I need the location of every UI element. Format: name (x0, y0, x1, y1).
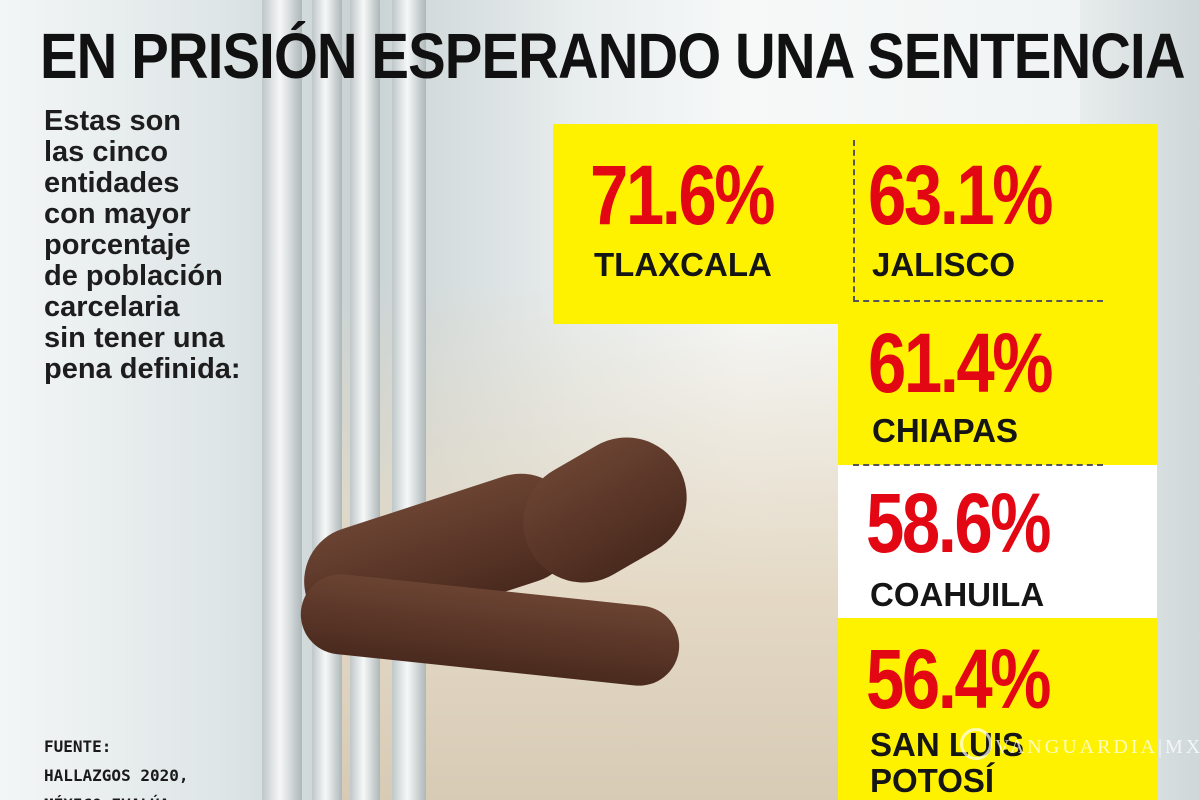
stat-label-chiapas: CHIAPAS (872, 412, 1019, 449)
divider (853, 140, 855, 302)
watermark-logo-icon (960, 728, 992, 760)
page-title: EN PRISIÓN ESPERANDO UNA SENTENCIA (40, 20, 1185, 92)
divider (853, 464, 1103, 466)
cell-bar (350, 0, 380, 800)
intro-line: entidades (44, 167, 180, 199)
stats-panel-top (553, 124, 1157, 324)
stat-label-tlaxcala: TLAXCALA (594, 246, 772, 283)
stat-label-jalisco: JALISCO (872, 246, 1016, 283)
stats-panel-slp (838, 618, 1157, 800)
intro-line: las cinco (44, 136, 169, 168)
source-line: HALLAZGOS 2020, (44, 766, 189, 785)
cell-bar (392, 0, 426, 800)
intro-text: Estas son las cinco entidades con mayor … (44, 106, 274, 385)
watermark: VANGUARDIA|MX (995, 736, 1200, 758)
stat-value-slp: 56.4% (866, 632, 1051, 726)
stat-value-chiapas: 61.4% (868, 316, 1053, 410)
stat-value-coahuila: 58.6% (866, 476, 1051, 570)
stat-value-jalisco: 63.1% (868, 148, 1053, 242)
source-line: FUENTE: (44, 737, 112, 756)
stat-value-tlaxcala: 71.6% (590, 148, 775, 242)
cell-bar (312, 0, 342, 800)
intro-line: de población (44, 260, 223, 292)
intro-line: pena definida: (44, 353, 241, 385)
source-note: FUENTE: HALLAZGOS 2020, MÉXICO EVALÚA (44, 732, 189, 800)
intro-line: porcentaje (44, 229, 191, 261)
stats-panel-coahuila (838, 465, 1157, 618)
stat-label-slp: SAN LUIS (870, 726, 1025, 763)
intro-line: sin tener una (44, 322, 225, 354)
cell-bar (262, 0, 302, 800)
intro-line: carcelaria (44, 291, 180, 323)
stats-panel-chiapas (838, 300, 1157, 465)
intro-line: con mayor (44, 198, 191, 230)
stat-label-coahuila: COAHUILA (870, 576, 1045, 613)
divider (853, 300, 1103, 302)
intro-line: Estas son (44, 105, 181, 137)
source-line: MÉXICO EVALÚA (44, 790, 189, 800)
stat-label-slp: POTOSÍ (870, 762, 995, 799)
